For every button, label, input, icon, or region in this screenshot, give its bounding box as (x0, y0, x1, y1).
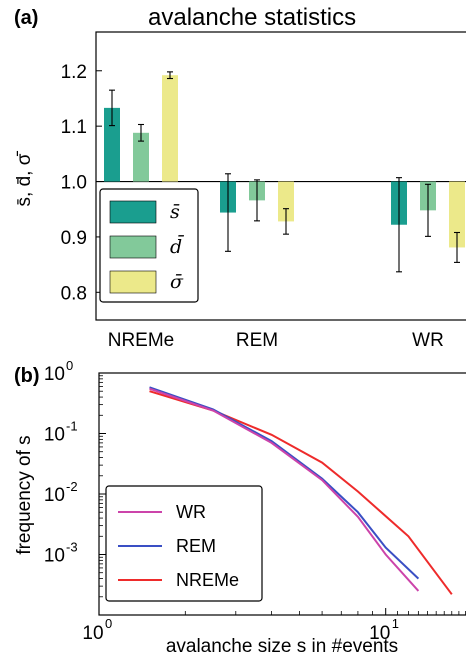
y-tick-label: 1.2 (61, 62, 87, 83)
y-tick-label: 1.0 (61, 173, 87, 194)
y-tick-exponent: -1 (66, 419, 78, 434)
panel-b-xlabel: avalanche size s in #events (166, 636, 398, 657)
y-tick-exponent: 0 (66, 358, 73, 373)
legend-swatch-d (109, 235, 157, 259)
x-category-label: NREMe (108, 330, 175, 351)
panel-a-label: (a) (14, 7, 38, 29)
y-tick-label: 10 (44, 485, 65, 506)
bar-rem-2 (278, 181, 294, 222)
legend-frame-b (105, 485, 263, 602)
y-tick-label: 10 (44, 425, 65, 446)
panel-b-label: (b) (14, 365, 40, 387)
legend-label-wr: WR (176, 502, 206, 522)
panel-a-ylabel: s̄, d̄, σ̄ (14, 151, 35, 207)
bar-nreme-2 (162, 75, 178, 182)
legend-label-d: d̄ (170, 234, 184, 258)
panel-b-legend: WR REM NREMe (105, 485, 263, 602)
legend-swatch-sigma (109, 270, 157, 294)
line-group (149, 386, 453, 595)
legend-label-sigma: σ̄ (170, 271, 184, 293)
x-category-label: WR (412, 330, 444, 351)
panel-a-plot: 0.8 0.9 1.0 1.1 1.2 NREMe REM WR (61, 31, 466, 351)
x-tick-exponent: 1 (392, 616, 399, 631)
y-tick-label: 10 (44, 364, 65, 385)
y-tick-label: 10 (44, 546, 65, 567)
series-line-rem (149, 386, 420, 580)
legend-label-s: s̄ (170, 201, 180, 223)
x-axis-categories: NREMe REM WR (108, 330, 444, 351)
y-tick-label: 0.8 (61, 283, 87, 304)
log-axis-ticks: 10 010 -110 -210 -310 0 10 1 (44, 358, 466, 644)
panel-a-title: avalanche statistics (148, 4, 356, 31)
bar-wr-2 (449, 181, 465, 248)
y-tick-label: 0.9 (61, 228, 87, 249)
legend-swatch-s (109, 200, 157, 224)
x-category-label: REM (236, 330, 278, 351)
x-tick-label: 10 (82, 623, 103, 644)
x-tick-label: 10 (369, 623, 390, 644)
legend-label-rem: REM (176, 536, 216, 556)
panel-b-ylabel: frequency of s (14, 435, 35, 554)
panel-a-legend: s̄ d̄ σ̄ (99, 188, 199, 303)
bar-nreme-1 (133, 132, 149, 182)
panel-b-plot: 10 010 -110 -210 -310 0 10 1 (44, 358, 466, 644)
panel-a-frame (95, 31, 466, 321)
bar-nreme-0 (104, 107, 120, 182)
series-line-wr (149, 387, 420, 592)
legend-label-nreme: NREMe (176, 570, 239, 590)
x-tick-exponent: 0 (105, 616, 112, 631)
y-tick-label: 1.1 (61, 117, 87, 138)
bar-group (104, 71, 465, 273)
y-axis-ticks: 0.8 0.9 1.0 1.1 1.2 (61, 62, 102, 304)
y-tick-exponent: -3 (66, 540, 78, 555)
y-tick-exponent: -2 (66, 479, 78, 494)
